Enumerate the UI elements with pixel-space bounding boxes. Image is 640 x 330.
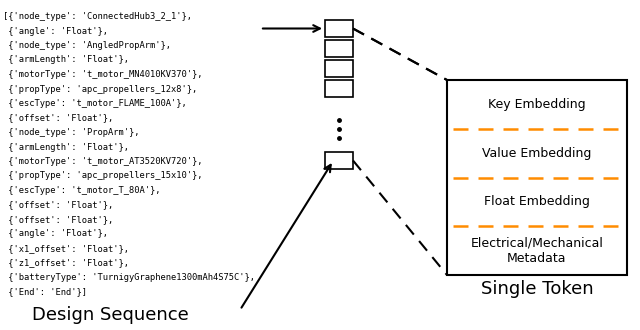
Bar: [325, 20, 353, 37]
Text: {'offset': 'Float'},: {'offset': 'Float'},: [3, 215, 113, 224]
Bar: [325, 60, 353, 77]
Text: Single Token: Single Token: [481, 280, 593, 298]
Text: Key Embedding: Key Embedding: [488, 98, 586, 111]
Text: {'motorType': 't_motor_AT3520KV720'},: {'motorType': 't_motor_AT3520KV720'},: [3, 157, 202, 166]
Text: {'propType': 'apc_propellers_12x8'},: {'propType': 'apc_propellers_12x8'},: [3, 84, 197, 93]
Text: {'angle': 'Float'},: {'angle': 'Float'},: [3, 229, 108, 239]
Text: {'escType': 't_motor_FLAME_100A'},: {'escType': 't_motor_FLAME_100A'},: [3, 99, 187, 108]
Text: {'node_type': 'AngledPropArm'},: {'node_type': 'AngledPropArm'},: [3, 41, 171, 50]
Text: {'batteryType': 'TurnigyGraphene1300mAh4S75C'},: {'batteryType': 'TurnigyGraphene1300mAh4…: [3, 273, 255, 282]
Bar: [325, 40, 353, 57]
Bar: [325, 80, 353, 97]
Text: Design Sequence: Design Sequence: [31, 306, 188, 324]
Text: {'node_type': 'PropArm'},: {'node_type': 'PropArm'},: [3, 128, 140, 137]
Text: {'armLength': 'Float'},: {'armLength': 'Float'},: [3, 143, 129, 151]
Bar: [325, 152, 353, 169]
Text: {'propType': 'apc_propellers_15x10'},: {'propType': 'apc_propellers_15x10'},: [3, 172, 202, 181]
Text: {'x1_offset': 'Float'},: {'x1_offset': 'Float'},: [3, 244, 129, 253]
Text: Float Embedding: Float Embedding: [484, 195, 590, 208]
Text: Value Embedding: Value Embedding: [483, 147, 592, 160]
Text: {'escType': 't_motor_T_80A'},: {'escType': 't_motor_T_80A'},: [3, 186, 161, 195]
Text: [{'node_type': 'ConnectedHub3_2_1'},: [{'node_type': 'ConnectedHub3_2_1'},: [3, 12, 192, 21]
Bar: [447, 80, 627, 275]
Text: Electrical/Mechanical
Metadata: Electrical/Mechanical Metadata: [470, 237, 604, 265]
Text: {'offset': 'Float'},: {'offset': 'Float'},: [3, 114, 113, 122]
Text: {'offset': 'Float'},: {'offset': 'Float'},: [3, 201, 113, 210]
Text: {'angle': 'Float'},: {'angle': 'Float'},: [3, 26, 108, 36]
Text: {'armLength': 'Float'},: {'armLength': 'Float'},: [3, 55, 129, 64]
Text: {'End': 'End'}]: {'End': 'End'}]: [3, 287, 87, 296]
Text: {'motorType': 't_motor_MN4010KV370'},: {'motorType': 't_motor_MN4010KV370'},: [3, 70, 202, 79]
Text: {'z1_offset': 'Float'},: {'z1_offset': 'Float'},: [3, 258, 129, 268]
